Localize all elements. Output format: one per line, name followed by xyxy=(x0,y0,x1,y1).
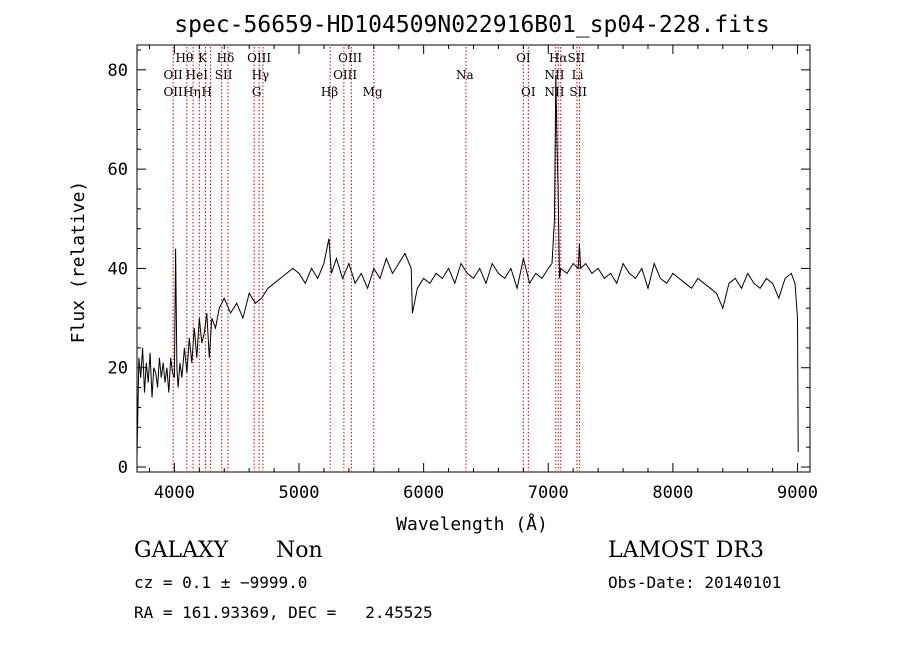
series-layer xyxy=(136,74,799,458)
y-tick-label: 60 xyxy=(108,160,128,180)
marker-label: OII xyxy=(163,68,183,82)
marker-label: Hη xyxy=(183,85,201,99)
y-tick-label: 40 xyxy=(108,259,128,279)
y-axis-label: Flux (relative) xyxy=(68,181,89,344)
marker-label: Hδ xyxy=(217,51,235,65)
marker-label: Hθ xyxy=(176,51,194,65)
marker-label: OII xyxy=(163,85,183,99)
x-tick-label: 8000 xyxy=(652,483,693,503)
marker-label: Li xyxy=(572,68,584,82)
marker-label: NII xyxy=(545,85,565,99)
y-tick-label: 80 xyxy=(108,61,128,81)
marker-label: HeI xyxy=(186,68,209,82)
y-axis: 0 20 40 60 80 xyxy=(108,49,810,478)
x-tick-label: 7000 xyxy=(528,483,569,503)
survey-label: LAMOST DR3 xyxy=(608,538,764,563)
marker-label: Hγ xyxy=(252,68,270,82)
y-tick-label: 0 xyxy=(118,458,128,478)
x-tick-label: 4000 xyxy=(154,483,195,503)
x-tick-label: 6000 xyxy=(403,483,444,503)
marker-label: G xyxy=(252,85,262,99)
marker-label: OIII xyxy=(338,51,362,65)
marker-label: Hα xyxy=(549,51,568,65)
marker-label: OI xyxy=(521,85,536,99)
line-markers xyxy=(172,47,580,471)
marker-label: Na xyxy=(456,68,474,82)
marker-label: Mg xyxy=(363,85,383,99)
x-axis-label: Wavelength (Å) xyxy=(396,513,548,535)
marker-label: SII xyxy=(215,68,233,82)
marker-label: SII xyxy=(569,85,587,99)
spectrum-line xyxy=(136,74,799,458)
obs-date: Obs-Date: 20140101 xyxy=(608,573,782,592)
object-class: GALAXY xyxy=(134,538,229,563)
object-subclass: Non xyxy=(276,538,323,563)
marker-label: NII xyxy=(545,68,565,82)
plot-frame xyxy=(136,44,811,473)
marker-label: OI xyxy=(516,51,531,65)
marker-label: OIII xyxy=(333,68,357,82)
x-tick-label: 9000 xyxy=(777,483,818,503)
redshift-line: cz = 0.1 ± −9999.0 xyxy=(134,573,308,592)
chart-title: spec-56659-HD104509N022916B01_sp04-228.f… xyxy=(174,12,769,38)
y-tick-label: 20 xyxy=(108,359,128,379)
x-axis: 4000 5000 6000 7000 8000 9000 xyxy=(148,45,818,503)
marker-label: H xyxy=(202,85,212,99)
coordinates: RA = 161.93369, DEC = 2.45525 xyxy=(134,603,433,622)
marker-label: K xyxy=(198,51,208,65)
x-tick-label: 5000 xyxy=(279,483,320,503)
marker-label: SII xyxy=(567,51,585,65)
marker-label: OIII xyxy=(247,51,271,65)
marker-label: Hβ xyxy=(321,85,338,99)
